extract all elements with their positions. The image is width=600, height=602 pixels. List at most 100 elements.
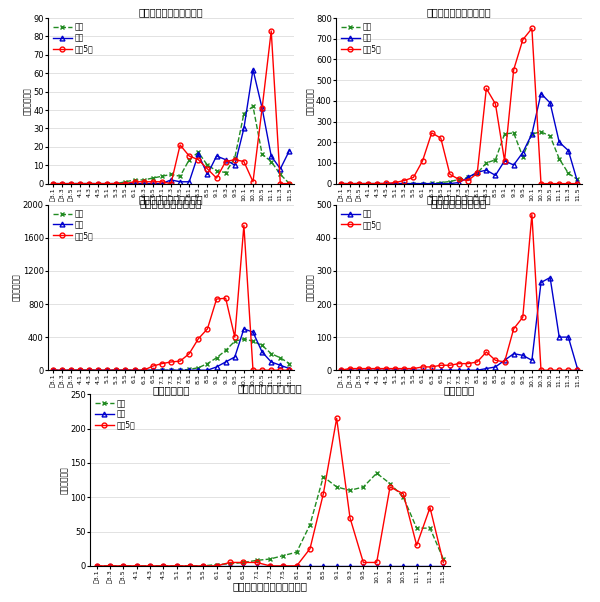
- 平年: [140, 367, 147, 374]
- 平年: [176, 173, 184, 180]
- 前年: [140, 367, 147, 374]
- 令和5年: [58, 180, 65, 187]
- 平年: [360, 483, 367, 491]
- 前年: [213, 562, 220, 569]
- 前年: [185, 178, 193, 185]
- 前年: [392, 367, 399, 374]
- 令和5年: [392, 365, 399, 372]
- 平年: [383, 180, 390, 187]
- 前年: [160, 562, 167, 569]
- 令和5年: [176, 358, 184, 365]
- 令和5年: [286, 180, 293, 187]
- 前年: [455, 367, 463, 374]
- 令和5年: [140, 367, 147, 374]
- 令和5年: [268, 27, 275, 34]
- 前年: [373, 562, 380, 569]
- 前年: [76, 367, 83, 374]
- 令和5年: [446, 171, 454, 178]
- 令和5年: [140, 178, 147, 185]
- 前年: [355, 367, 362, 374]
- 前年: [574, 178, 581, 185]
- 平年: [280, 552, 287, 559]
- 前年: [167, 176, 175, 184]
- 前年: [195, 150, 202, 158]
- 前年: [259, 105, 266, 112]
- 令和5年: [556, 180, 563, 187]
- 平年: [231, 154, 238, 161]
- 前年: [547, 99, 554, 107]
- 平年: [231, 338, 238, 345]
- 前年: [173, 562, 180, 569]
- 令和5年: [259, 105, 266, 112]
- 令和5年: [93, 562, 100, 569]
- 令和5年: [195, 335, 202, 343]
- 令和5年: [492, 101, 499, 108]
- 平年: [392, 180, 399, 187]
- 平年: [333, 483, 340, 491]
- 平年: [76, 367, 83, 374]
- 前年: [259, 349, 266, 356]
- 令和5年: [427, 504, 434, 511]
- 前年: [337, 367, 344, 374]
- 前年: [200, 562, 207, 569]
- 令和5年: [492, 356, 499, 364]
- 令和5年: [113, 367, 120, 374]
- 平年: [158, 173, 166, 180]
- 令和5年: [510, 325, 517, 332]
- 平年: [67, 367, 74, 374]
- 平年: [104, 180, 111, 187]
- 令和5年: [419, 363, 426, 370]
- 平年: [286, 180, 293, 187]
- 令和5年: [373, 559, 380, 566]
- 平年: [528, 131, 535, 138]
- 平年: [547, 132, 554, 140]
- 前年: [149, 367, 157, 374]
- 令和5年: [364, 180, 371, 187]
- 平年: [510, 129, 517, 137]
- 令和5年: [440, 559, 447, 566]
- 平年: [501, 131, 508, 138]
- 平年: [492, 156, 499, 163]
- 令和5年: [280, 562, 287, 569]
- 前年: [122, 180, 129, 187]
- 令和5年: [204, 325, 211, 332]
- 前年: [158, 180, 166, 187]
- Line: 令和5年: 令和5年: [338, 212, 580, 373]
- 前年: [565, 147, 572, 154]
- 前年: [528, 356, 535, 364]
- Legend: 前年, 令和5年: 前年, 令和5年: [338, 207, 384, 231]
- 令和5年: [104, 180, 111, 187]
- 前年: [428, 367, 435, 374]
- Legend: 平年, 前年, 令和5年: 平年, 前年, 令和5年: [50, 207, 96, 243]
- 令和5年: [565, 180, 572, 187]
- 令和5年: [473, 358, 481, 365]
- 令和5年: [483, 85, 490, 92]
- 令和5年: [185, 350, 193, 357]
- 前年: [565, 334, 572, 341]
- 平年: [95, 180, 102, 187]
- 令和5年: [131, 367, 138, 374]
- 令和5年: [277, 180, 284, 187]
- 前年: [106, 562, 113, 569]
- Text: 長岡市関原: 長岡市関原: [443, 385, 475, 396]
- 令和5年: [149, 178, 157, 185]
- 平年: [427, 524, 434, 532]
- 令和5年: [240, 222, 247, 229]
- 前年: [364, 180, 371, 187]
- 前年: [195, 367, 202, 374]
- 令和5年: [574, 180, 581, 187]
- 令和5年: [213, 296, 220, 303]
- 平年: [240, 110, 247, 117]
- 前年: [446, 367, 454, 374]
- 前年: [556, 138, 563, 146]
- 平年: [519, 153, 526, 160]
- 平年: [222, 347, 229, 354]
- 平年: [204, 161, 211, 169]
- 平年: [122, 367, 129, 374]
- 令和5年: [346, 180, 353, 187]
- 前年: [455, 179, 463, 186]
- 前年: [266, 562, 274, 569]
- 平年: [253, 557, 260, 564]
- Line: 前年: 前年: [50, 326, 292, 373]
- 平年: [277, 171, 284, 178]
